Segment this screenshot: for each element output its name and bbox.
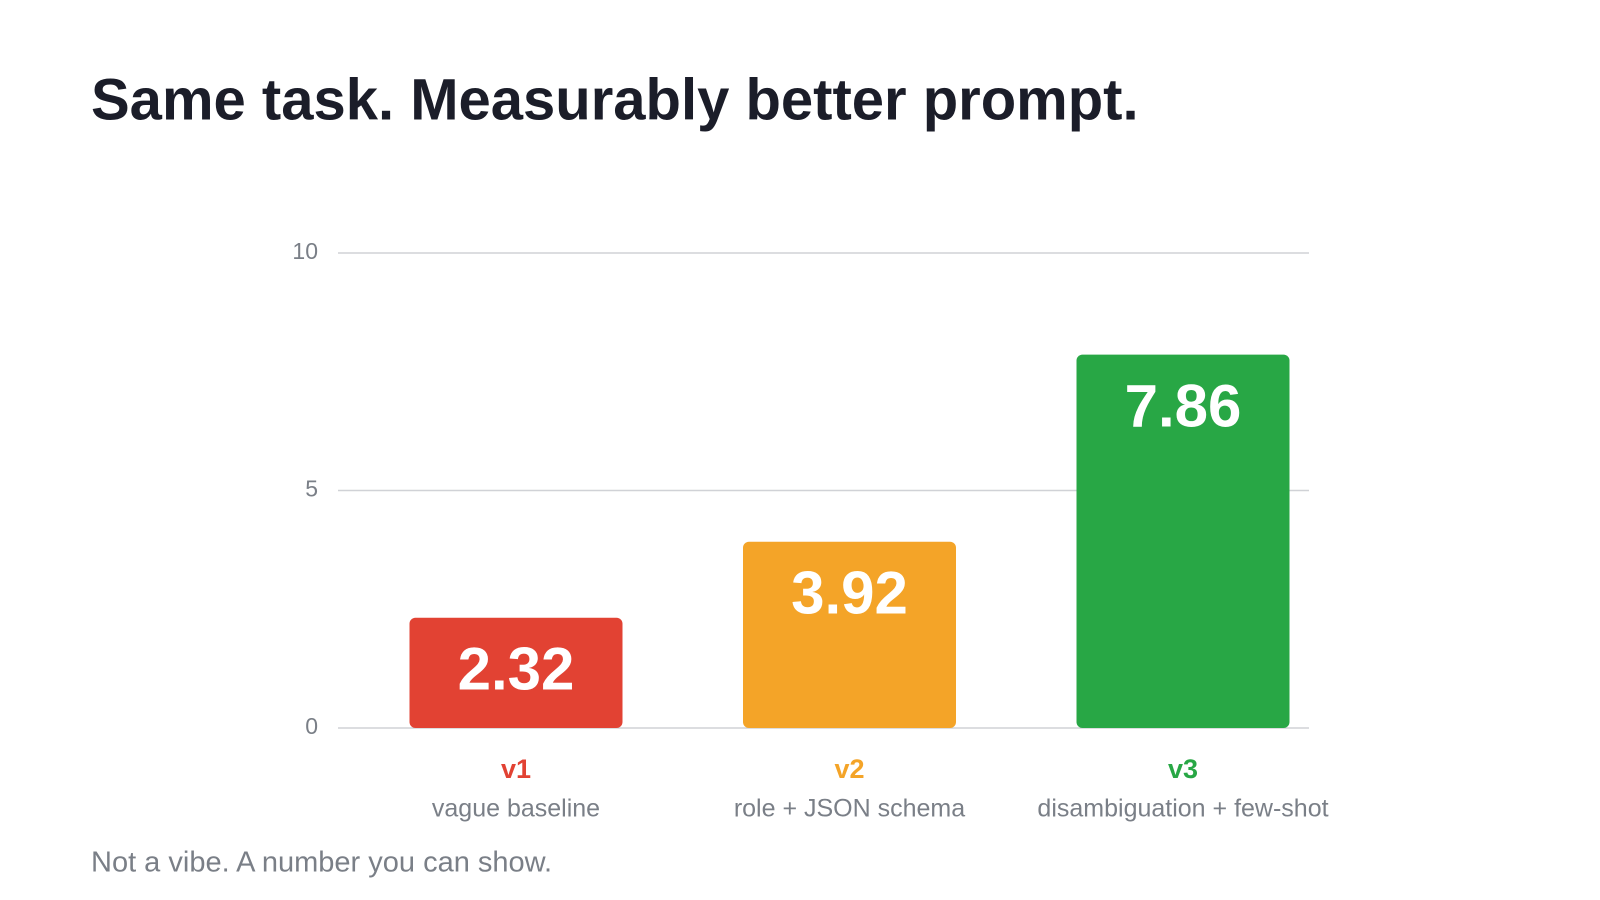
bar (743, 541, 956, 728)
category-subtitle: disambiguation + few-shot (1037, 795, 1328, 823)
category-subtitle: role + JSON schema (734, 795, 965, 823)
x-tick-label: v3 (1168, 754, 1198, 784)
x-tick-label: v1 (501, 754, 531, 784)
y-tick-label: 5 (305, 476, 318, 502)
y-tick-label: 0 (305, 713, 318, 739)
y-tick-label: 10 (292, 238, 318, 264)
bar (409, 617, 623, 728)
category-subtitle: vague baseline (432, 795, 600, 823)
chart-title: Same task. Measurably better prompt. (91, 67, 1139, 132)
x-tick-label: v2 (834, 754, 864, 784)
value-label: 7.86 (1125, 372, 1242, 439)
value-label: 2.32 (458, 636, 575, 703)
value-label: 3.92 (791, 560, 908, 627)
bar (1076, 354, 1290, 728)
footnote: Not a vibe. A number you can show. (91, 847, 552, 879)
